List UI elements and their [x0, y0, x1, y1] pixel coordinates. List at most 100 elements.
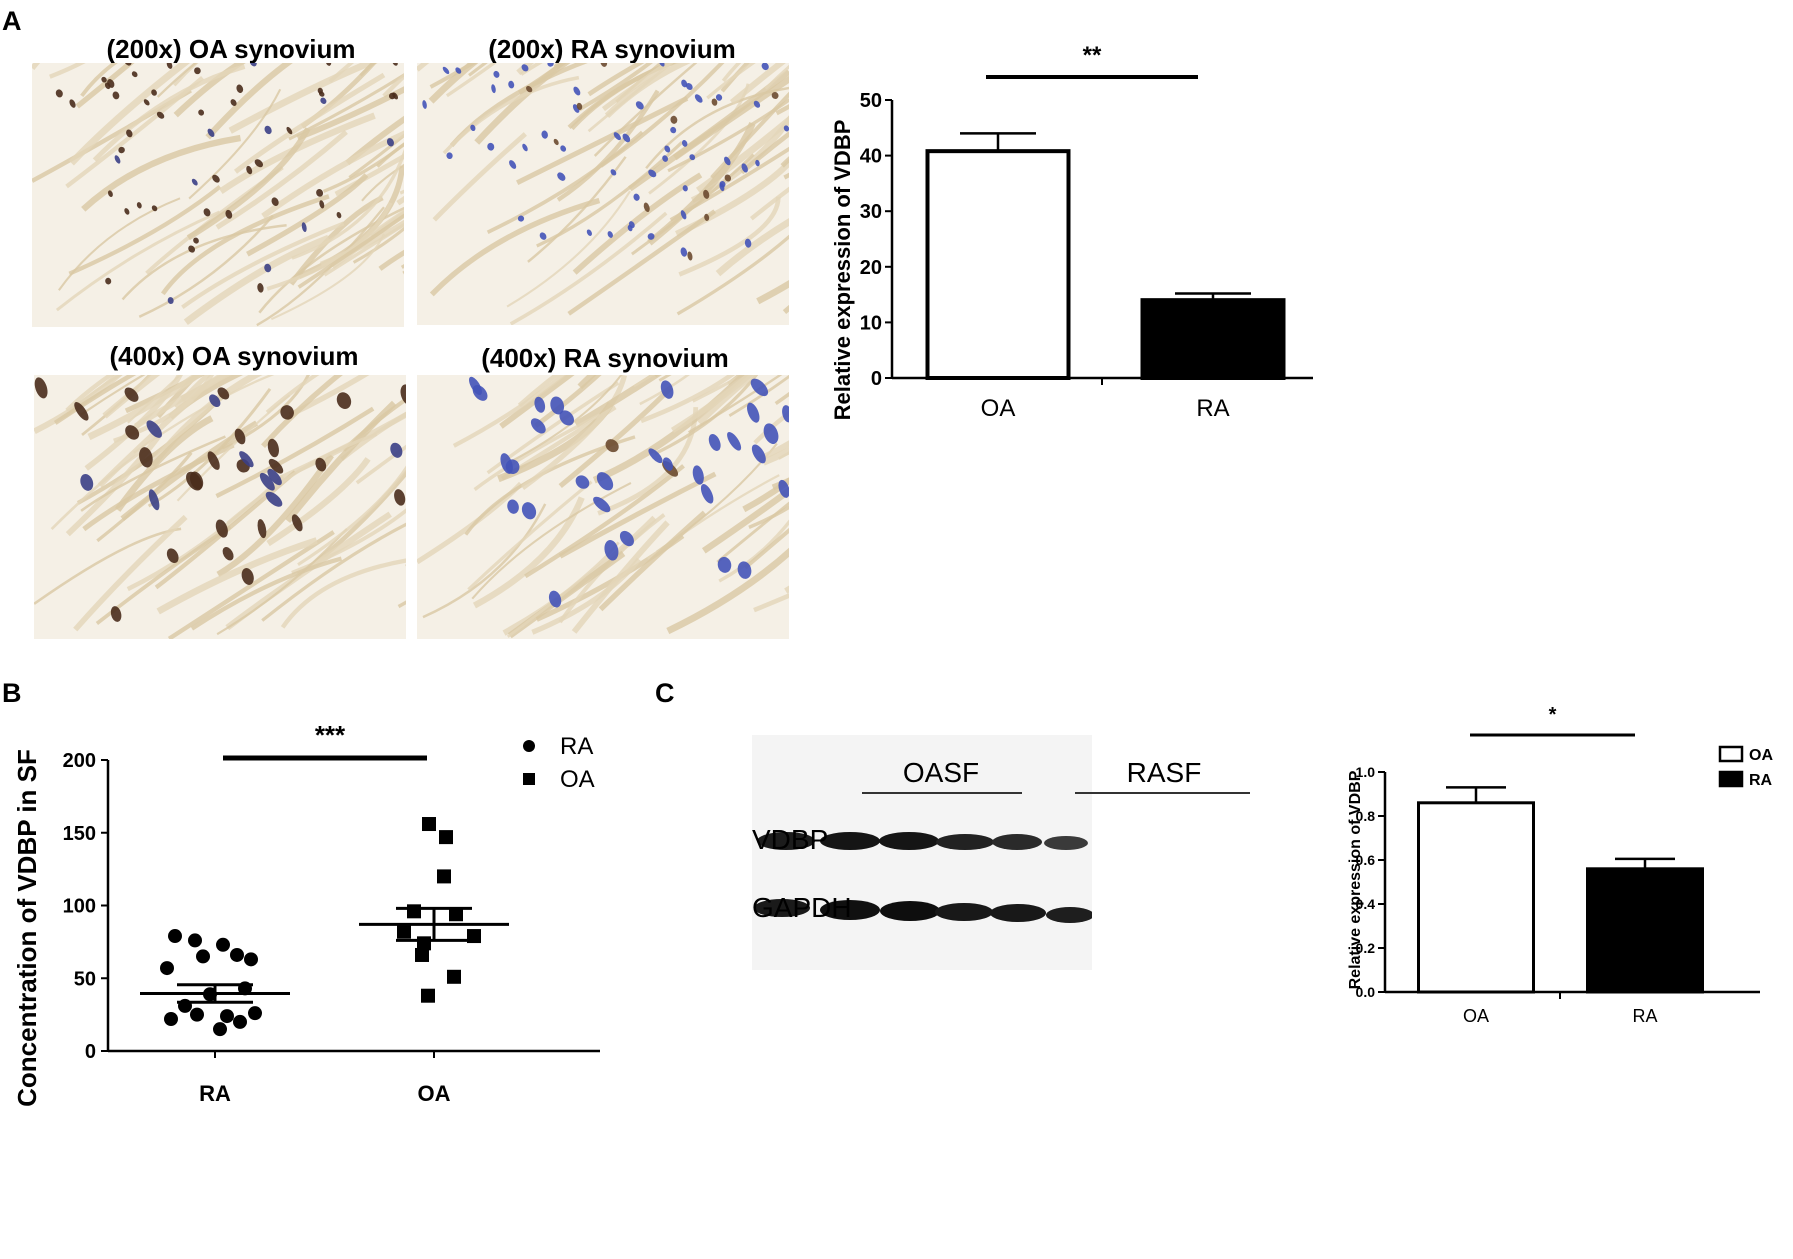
legend-marker-oa [523, 773, 535, 785]
cell-nucleus [763, 423, 779, 444]
micrograph-title-400x-ra: (400x) RA synovium [481, 343, 729, 373]
tissue-fiber [65, 434, 161, 537]
tissue-fiber [429, 63, 477, 89]
vdbp-band [879, 832, 939, 850]
y-tick-label: 200 [63, 750, 96, 772]
data-point-oa [415, 947, 429, 962]
cell-nucleus [394, 489, 406, 506]
cell-nucleus [166, 548, 179, 564]
tissue-fiber [715, 217, 789, 277]
cell-nucleus [610, 169, 617, 176]
tissue-fiber [265, 375, 320, 414]
cell-nucleus [271, 197, 279, 206]
panel-c-y-axis-label: Relative expression of VDBP [1347, 770, 1364, 989]
gapdh-band [820, 900, 880, 920]
cell-nucleus [222, 547, 234, 561]
cell-nucleus [687, 251, 693, 261]
cell-nucleus [136, 202, 142, 209]
tissue-fiber [80, 435, 226, 512]
cell-nucleus [386, 138, 394, 147]
x-category-label: RA [1196, 395, 1229, 422]
tissue-fiber [601, 63, 673, 112]
tissue-fiber [53, 375, 137, 425]
cell-nucleus [392, 63, 398, 66]
cell-nucleus [662, 155, 669, 162]
tissue-fiber [138, 214, 274, 318]
y-tick-label: 40 [860, 146, 882, 168]
tissue-fiber [382, 73, 404, 98]
tissue-fiber [280, 558, 406, 629]
cell-nucleus [446, 152, 453, 160]
cell-nucleus [619, 530, 634, 547]
tissue-fiber [218, 112, 376, 195]
data-point-oa [437, 869, 451, 884]
cell-nucleus [613, 132, 622, 141]
lane-group-label-rasf: RASF [1126, 757, 1202, 788]
cell-nucleus [265, 491, 283, 507]
cell-nucleus [681, 140, 688, 147]
tissue-fiber [228, 63, 378, 134]
tissue-fiber [181, 221, 345, 309]
tissue-fiber [524, 464, 685, 579]
bar-oa [925, 149, 1071, 381]
cell-nucleus [291, 514, 303, 532]
cell-nucleus [680, 210, 687, 220]
data-point-ra [190, 1007, 204, 1022]
tissue-fiber [574, 375, 662, 428]
tissue-fiber [422, 503, 547, 619]
cell-nucleus [737, 561, 752, 579]
tissue-fiber [355, 444, 406, 485]
cell-nucleus [388, 92, 396, 100]
y-tick-label: 0 [85, 1041, 96, 1063]
cell-nucleus [188, 245, 196, 253]
tissue-fiber [291, 148, 404, 260]
cell-nucleus [107, 190, 113, 198]
cell-nucleus [607, 231, 613, 238]
blot-membrane [752, 735, 1092, 970]
tissue-fiber [645, 86, 789, 170]
cell-nucleus [34, 377, 48, 399]
cell-nucleus [126, 129, 133, 138]
cell-nucleus [139, 447, 153, 468]
significance-marker: ** [1083, 42, 1102, 69]
cell-nucleus [400, 384, 406, 406]
tissue-fiber [567, 63, 680, 129]
cell-nucleus [586, 229, 592, 236]
cell-nucleus [101, 76, 107, 83]
cell-nucleus [685, 83, 693, 90]
tissue-fiber [340, 411, 406, 461]
tissue-fiber [472, 496, 585, 609]
cell-nucleus [534, 396, 546, 413]
cell-nucleus [318, 91, 325, 97]
cell-nucleus [662, 457, 673, 471]
data-point-ra [220, 1009, 234, 1024]
tissue-fiber [647, 121, 756, 246]
tissue-fiber [297, 213, 404, 289]
tissue-fiber [764, 64, 789, 90]
vdbp-band-row [757, 832, 1088, 850]
tissue-fiber [49, 63, 86, 79]
cell-nucleus [194, 67, 201, 75]
gapdh-band [935, 903, 993, 921]
cell-nucleus [105, 277, 112, 285]
tissue-fiber [520, 63, 543, 76]
cell-nucleus [530, 418, 546, 434]
cell-nucleus [487, 142, 495, 151]
cell-nucleus [110, 606, 122, 622]
western-blot-image [752, 735, 1094, 970]
tissue-fiber [429, 197, 601, 297]
panel-b-scatter-chart: Concentration of VDBP in SF 0 50 100 150 200… [12, 720, 600, 1107]
tissue-fiber [288, 375, 370, 418]
cell-nucleus [689, 154, 696, 161]
tissue-fiber [134, 375, 232, 429]
panel-c-bar-chart: Relative expression of VDBP 0.0 0.2 0.4 0.6… [1347, 704, 1773, 1026]
cell-nucleus [267, 438, 279, 458]
lane-group-label-oasf: OASF [902, 757, 980, 788]
tissue-fiber [740, 130, 789, 175]
tissue-fiber [710, 91, 789, 179]
tissue-fiber [744, 527, 789, 570]
tissue-fiber [261, 375, 343, 449]
cell-nucleus [782, 405, 789, 423]
cell-nucleus [112, 91, 120, 100]
tissue-fiber [297, 465, 406, 567]
